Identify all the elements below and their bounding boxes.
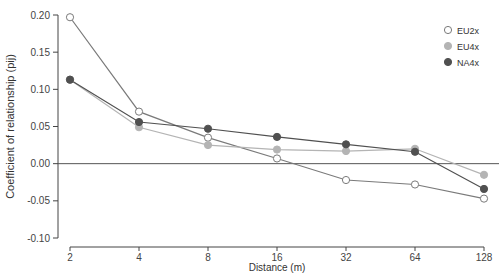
y-tick-label: 0.00 <box>31 158 51 169</box>
point <box>342 176 349 183</box>
point <box>342 147 349 154</box>
y-tick-label: 0.10 <box>31 84 51 95</box>
legend-label: EU4x <box>457 42 480 52</box>
x-tick <box>208 247 209 251</box>
point <box>66 76 73 83</box>
series-line <box>70 17 484 198</box>
x-tick <box>70 247 71 251</box>
legend-marker <box>444 26 451 33</box>
point <box>66 14 73 21</box>
point <box>135 108 142 115</box>
legend-marker <box>444 58 451 65</box>
x-tick-label: 128 <box>476 252 493 263</box>
y-tick-label: -0.10 <box>27 233 50 244</box>
y-tick <box>53 238 58 239</box>
point <box>135 118 142 125</box>
point <box>411 181 418 188</box>
legend-marker <box>444 42 451 49</box>
x-tick-label: 64 <box>409 252 421 263</box>
y-tick-label: 0.20 <box>31 10 51 21</box>
y-tick <box>53 52 58 53</box>
x-tick <box>415 247 416 251</box>
x-tick <box>484 247 485 251</box>
y-tick-label: 0.05 <box>31 121 51 132</box>
series-line <box>70 80 484 189</box>
chart: -0.10-0.050.000.050.100.150.202481632641… <box>0 0 503 273</box>
y-axis-title: Coefficient of relationship (pij) <box>4 54 16 199</box>
y-tick <box>53 200 58 201</box>
y-tick-label: -0.05 <box>27 195 50 206</box>
y-tick-label: 0.15 <box>31 47 51 58</box>
point <box>204 141 211 148</box>
point <box>411 148 418 155</box>
point <box>480 185 487 192</box>
legend-label: EU2x <box>457 26 480 36</box>
x-tick-label: 2 <box>67 252 73 263</box>
point <box>480 195 487 202</box>
point <box>66 76 73 83</box>
point <box>204 125 211 132</box>
plot-area <box>58 14 499 203</box>
x-axis-title: Distance (m) <box>249 262 306 273</box>
point <box>273 133 280 140</box>
series-line <box>70 80 484 175</box>
y-tick <box>53 163 58 164</box>
reference-line <box>58 163 499 164</box>
legend-label: NA4x <box>457 58 480 68</box>
point <box>273 146 280 153</box>
y-tick <box>53 15 58 16</box>
y-tick <box>53 89 58 90</box>
y-tick <box>53 126 58 127</box>
x-tick <box>346 247 347 251</box>
point <box>204 134 211 141</box>
x-tick-label: 4 <box>136 252 142 263</box>
x-tick <box>277 247 278 251</box>
point <box>480 171 487 178</box>
x-tick <box>139 247 140 251</box>
x-tick-label: 8 <box>205 252 211 263</box>
point <box>342 141 349 148</box>
point <box>273 155 280 162</box>
x-tick-label: 32 <box>340 252 352 263</box>
